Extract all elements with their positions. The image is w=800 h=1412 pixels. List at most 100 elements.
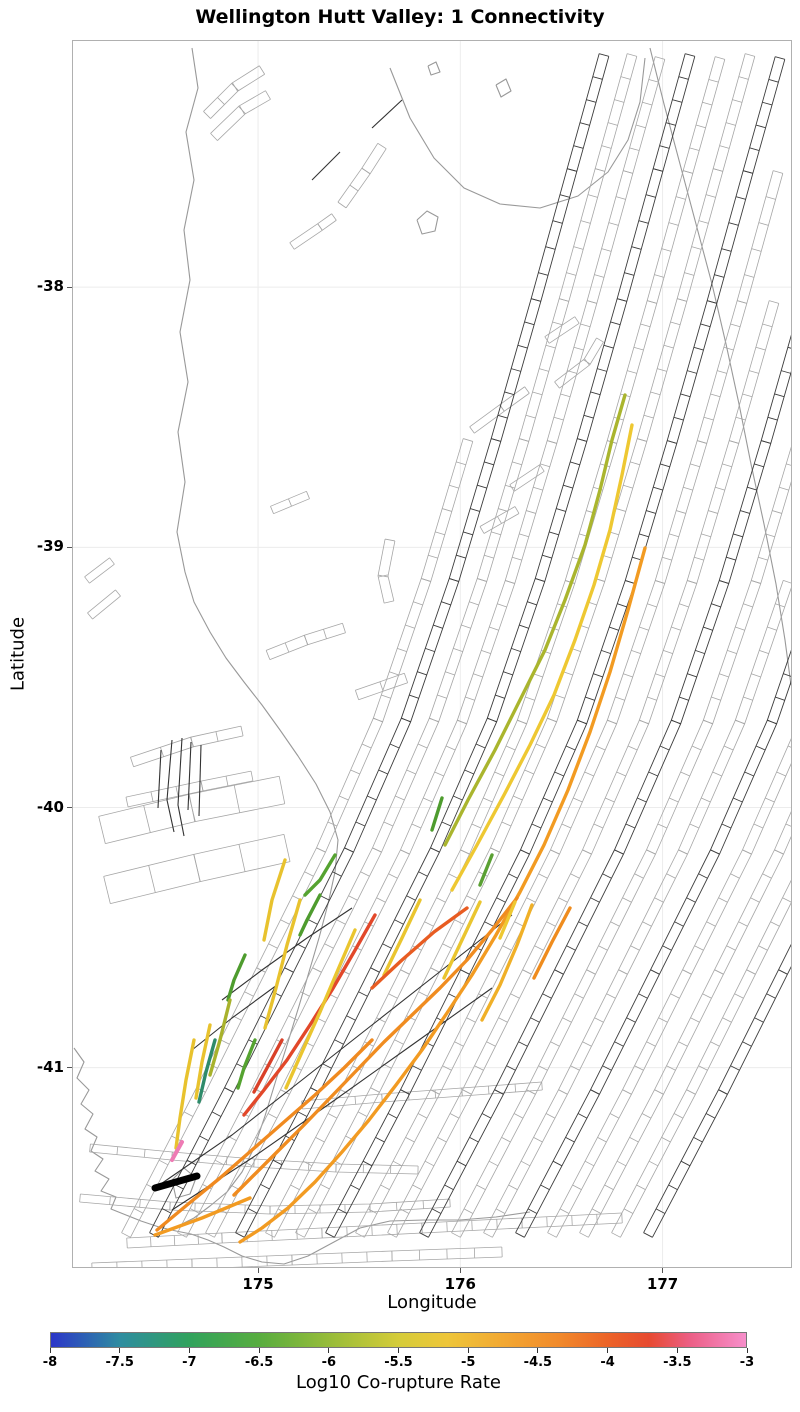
fault-ladder-rung xyxy=(517,719,527,725)
corupture-trace xyxy=(443,393,627,847)
fault-ladder-rung xyxy=(514,921,524,927)
fault-ladder-rung xyxy=(689,147,700,151)
fault-ladder-rung xyxy=(570,873,580,879)
fault-ladder-rung xyxy=(125,797,129,807)
fault-ladder-rung xyxy=(494,771,504,777)
fault-ladder-rung xyxy=(337,201,347,209)
fault-ladder-rung xyxy=(721,823,732,829)
fault-ladder-rung xyxy=(761,440,771,444)
fault-ladder-rung xyxy=(188,794,196,822)
fault-ladder-rung xyxy=(540,1184,550,1191)
fault-ladder-rung xyxy=(532,391,543,396)
fault-ladder-rung xyxy=(479,526,485,534)
fault-ladder-rung xyxy=(662,945,672,951)
fault-ladder-rung xyxy=(451,1232,461,1238)
fault-ladder-rung xyxy=(586,969,596,975)
corupture-trace xyxy=(226,953,247,1002)
fault-ladder-rung xyxy=(304,635,308,645)
fault-ladder-rung xyxy=(512,556,522,561)
fault-ladder-rung xyxy=(280,919,290,925)
fault-ladder-edge xyxy=(207,1256,503,1268)
fault-ladder-rung xyxy=(126,1237,128,1249)
corupture-trace xyxy=(151,1172,201,1192)
fault-ladder-rung xyxy=(671,719,681,725)
fault-ladder-rung xyxy=(442,508,452,512)
fault-ladder-rung xyxy=(553,416,564,421)
fault-ladder-rung xyxy=(701,797,711,803)
fault-ladder-rung xyxy=(109,557,115,565)
fault-ladder-rung xyxy=(609,626,619,631)
fault-ladder-rung xyxy=(605,797,615,803)
fault-ladder-rung xyxy=(344,847,354,853)
fault-ladder-rung xyxy=(746,969,756,975)
fault-ladder-rung xyxy=(595,168,605,172)
fault-ladder-rung xyxy=(484,461,494,466)
fault-ladder-edge xyxy=(84,557,110,578)
fault-ladder-rung xyxy=(593,823,604,829)
fault-ladder-rung xyxy=(776,771,786,777)
fault-ladder-rung xyxy=(409,694,419,699)
fault-ladder-rung xyxy=(545,344,556,349)
fault-ladder-rung xyxy=(307,1208,318,1214)
corupture-trace xyxy=(298,893,322,937)
fault-ladder-rung xyxy=(173,1235,176,1246)
fault-ladder-rung xyxy=(723,745,734,751)
fault-ladder-rung xyxy=(460,849,470,855)
corupture-trace xyxy=(174,1038,196,1150)
fault-ladder-rung xyxy=(615,696,625,701)
fault-ladder-rung xyxy=(394,919,404,925)
colorbar-tick-label: -3 xyxy=(739,1355,755,1370)
fault-ladder-rung xyxy=(563,484,573,489)
fault-ladder-rung xyxy=(556,508,566,512)
fault-ladder-rung xyxy=(614,1041,624,1047)
fault-ladder-edge xyxy=(91,1246,502,1264)
corupture-trace xyxy=(153,1196,252,1237)
fault-ladder-rung xyxy=(585,696,595,701)
fault-ladder-rung xyxy=(703,416,714,421)
fault-ladder-rung xyxy=(743,603,753,608)
fault-ladder-rung xyxy=(487,717,497,723)
fault-ladder-rung xyxy=(527,1208,538,1214)
fault-ladder-rung xyxy=(593,673,603,678)
fault-ladder-rung xyxy=(722,463,732,468)
fault-ladder-rung xyxy=(697,440,707,444)
fault-ladder-rung xyxy=(233,785,241,813)
fault-ladder-rung xyxy=(425,647,435,653)
fault-ladder-rung xyxy=(642,921,652,927)
fault-ladder-rung xyxy=(640,323,651,328)
fault-ladder-rung xyxy=(474,1065,484,1071)
fault-ladder-rung xyxy=(627,53,637,57)
fault-ladder-rung xyxy=(772,510,782,514)
fault-ladder-rung xyxy=(703,719,713,725)
fault-ladder-rung xyxy=(306,491,310,499)
fault-ladder-edge xyxy=(377,538,386,604)
y-tick-label: -40 xyxy=(36,797,64,816)
fault-ladder-rung xyxy=(679,696,689,701)
fault-ladder-rung xyxy=(610,921,620,927)
fault-ladder-rung xyxy=(655,1208,666,1214)
fault-ladder-rung xyxy=(308,919,318,925)
fault-ladder-rung xyxy=(719,673,729,678)
fault-ladder-rung xyxy=(542,554,552,559)
fault-ladder-rung xyxy=(498,1017,508,1023)
fault-ladder-rung xyxy=(322,1063,332,1069)
fault-ladder-rung xyxy=(497,603,507,608)
fault-ladder-edge xyxy=(474,392,530,434)
fault-ladder-rung xyxy=(519,624,529,629)
fault-ladder-rung xyxy=(673,416,684,421)
fault-ladder-rung xyxy=(668,222,679,226)
fault-ladder-rung xyxy=(655,56,665,60)
fault-ladder-rung xyxy=(376,1017,386,1023)
fault-ladder-rung xyxy=(594,274,605,278)
fault-ladder-rung xyxy=(431,1208,442,1214)
fault-ladder-rung xyxy=(460,969,470,975)
fault-ladder-rung xyxy=(406,769,416,775)
fault-ladder-rung xyxy=(601,248,612,252)
fault-ladder-edge xyxy=(556,760,792,1238)
fault-ladder-rung xyxy=(469,601,479,606)
fault-ladder-rung xyxy=(272,1159,283,1166)
y-tick-label: -41 xyxy=(36,1057,64,1076)
fault-ladder-rung xyxy=(350,1184,360,1191)
fault-ladder-rung xyxy=(629,147,640,151)
x-axis-label: Longitude xyxy=(387,1292,477,1313)
